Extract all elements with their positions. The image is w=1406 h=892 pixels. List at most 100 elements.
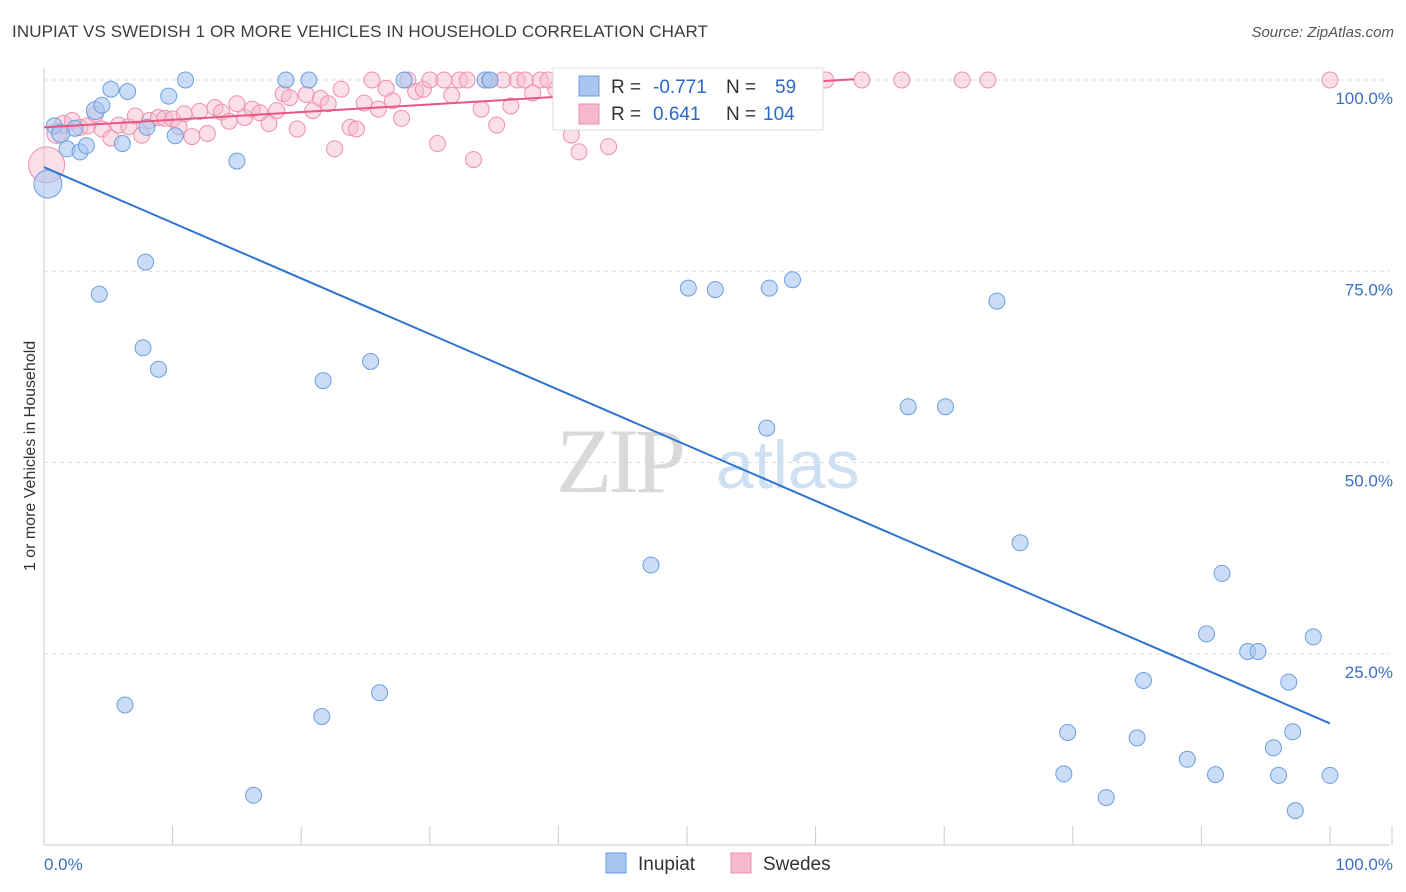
inupiat-point xyxy=(119,83,137,100)
legend-n-value-inupiat: 59 xyxy=(775,77,796,98)
swedes-point xyxy=(341,118,359,136)
bottom-legend-swatch-inupiat xyxy=(605,852,627,874)
swedes-point xyxy=(369,100,387,118)
swedes-point xyxy=(516,71,534,89)
legend-r-label-swedes: R = xyxy=(611,104,641,125)
inupiat-point xyxy=(300,71,318,89)
swedes-point xyxy=(297,86,315,103)
inupiat-point xyxy=(1198,625,1215,643)
swedes-point xyxy=(853,71,871,89)
inupiat-point xyxy=(1011,534,1029,552)
swedes-point xyxy=(288,120,306,138)
inupiat-point xyxy=(1321,766,1339,784)
legend-n-label-swedes: N = xyxy=(726,104,756,125)
swedes-point xyxy=(326,140,344,158)
bottom-legend-label-swedes: Swedes xyxy=(763,854,831,875)
swedes-point xyxy=(429,135,446,152)
inupiat-point xyxy=(1284,723,1302,741)
inupiat-point xyxy=(1249,643,1267,660)
inupiat-point xyxy=(116,696,134,714)
inupiat-point xyxy=(137,253,155,271)
inupiat-point xyxy=(1135,672,1152,689)
inupiat-point xyxy=(134,339,152,357)
inupiat-point xyxy=(706,281,724,299)
inupiat-point xyxy=(150,360,167,378)
watermark-zip: ZIP xyxy=(556,410,683,512)
swedes-point xyxy=(502,97,520,115)
legend-r-value-inupiat: -0.771 xyxy=(653,77,707,98)
inupiat-point xyxy=(1286,802,1304,820)
swedes-point xyxy=(465,151,482,169)
inupiat-point xyxy=(642,556,660,574)
legend-swatch-swedes xyxy=(578,103,600,125)
inupiat-point xyxy=(784,271,801,289)
y-tick-label: 100.0% xyxy=(1335,89,1393,108)
inupiat-point xyxy=(77,137,95,155)
watermark-atlas: atlas xyxy=(716,427,860,503)
swedes-point xyxy=(332,80,350,98)
bottom-legend: Inupiat Swedes xyxy=(605,852,831,875)
inupiat-point xyxy=(1178,750,1196,768)
inupiat-point xyxy=(1207,766,1224,784)
inupiat-point xyxy=(679,279,697,297)
inupiat-point xyxy=(313,708,331,725)
swedes-point xyxy=(443,86,461,104)
legend-n-label-inupiat: N = xyxy=(726,77,756,98)
grid-lines xyxy=(44,79,1390,655)
x-tick-label: 100.0% xyxy=(1335,855,1393,874)
swedes-point xyxy=(243,100,261,118)
y-tick-label: 25.0% xyxy=(1345,663,1393,682)
swedes-point xyxy=(488,116,506,134)
inupiat-point xyxy=(1304,628,1322,646)
inupiat-point xyxy=(33,169,63,199)
swedes-point xyxy=(268,102,286,120)
inupiat-point xyxy=(228,152,246,170)
inupiat-point xyxy=(1270,766,1288,784)
swedes-point xyxy=(183,128,201,146)
inupiat-point xyxy=(988,292,1006,310)
legend-swatch-inupiat xyxy=(578,75,600,97)
inupiat-point xyxy=(66,119,84,137)
inupiat-point xyxy=(93,96,111,114)
swedes-point xyxy=(421,71,439,89)
swedes-point xyxy=(393,109,410,127)
chart-title: INUPIAT VS SWEDISH 1 OR MORE VEHICLES IN… xyxy=(12,22,709,41)
swedes-point xyxy=(198,125,216,142)
inupiat-points xyxy=(33,71,1339,820)
inupiat-point xyxy=(1280,673,1298,691)
bottom-legend-swatch-swedes xyxy=(730,852,752,874)
swedes-point xyxy=(319,95,337,113)
trend-lines xyxy=(43,78,1331,725)
legend-r-value-swedes: 0.641 xyxy=(653,104,701,125)
inupiat-point xyxy=(102,80,120,98)
inupiat-point xyxy=(90,285,108,303)
swedes-point xyxy=(458,71,476,89)
y-axis-title: 1 or more Vehicles in Household xyxy=(22,341,39,571)
swedes-point xyxy=(228,95,246,113)
swedes-point xyxy=(414,80,432,98)
legend-n-value-swedes: 104 xyxy=(763,104,795,125)
swedes-point xyxy=(355,94,373,112)
swedes-point xyxy=(348,120,365,138)
inupiat-point xyxy=(760,279,778,297)
inupiat-point xyxy=(314,372,332,390)
swedes-point xyxy=(524,84,542,102)
inupiat-point xyxy=(1213,564,1231,582)
inupiat-point xyxy=(1264,739,1282,757)
inupiat-point xyxy=(395,71,413,89)
swedes-point xyxy=(384,92,401,110)
y-tick-label: 50.0% xyxy=(1345,472,1393,491)
swedes-point xyxy=(953,71,971,89)
swedes-point xyxy=(600,138,618,156)
chart-source: Source: ZipAtlas.com xyxy=(1251,24,1394,41)
inupiat-point xyxy=(758,419,776,437)
x-tick-label: 0.0% xyxy=(44,855,83,874)
inupiat-point xyxy=(245,786,263,804)
inupiat-point xyxy=(899,398,917,416)
inupiat-point xyxy=(1055,765,1073,783)
bottom-legend-label-inupiat: Inupiat xyxy=(638,854,696,875)
swedes-point xyxy=(1321,71,1339,89)
inupiat-point xyxy=(138,118,156,136)
inupiat-point xyxy=(166,127,184,145)
